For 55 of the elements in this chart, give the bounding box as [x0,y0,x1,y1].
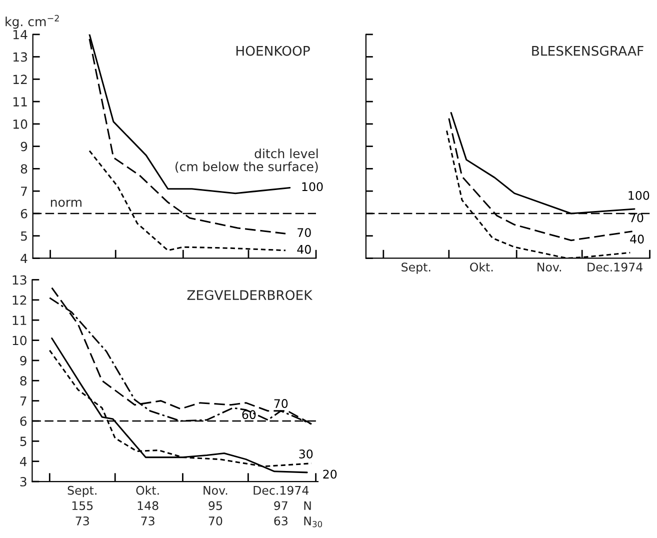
y-tick-label: 6 [20,208,28,218]
y-tick-label: 8 [20,164,28,174]
x-tick-label: Nov. [204,486,228,495]
series-label: 70 [298,228,311,238]
x-tick-label: Dec.1974 [588,262,642,272]
x-tick-label: Okt. [136,486,159,495]
y-tick-label: 7 [21,186,27,196]
series-label: 100 [628,191,650,200]
text: 97 [274,501,288,510]
x-tick-label: Dec.1974 [254,486,309,495]
text: 148 [138,501,158,510]
y-tick-label: 12 [13,74,27,84]
y-tick-label: 13 [12,275,26,285]
series-label: 100 [302,182,323,192]
series-label: 70 [274,399,288,408]
y-tick-label: 5 [21,231,27,241]
y-tick-label: 13 [13,52,27,62]
text: N [304,501,311,510]
y-tick-label: 10 [13,119,28,129]
x-tick-label: Sept. [402,262,430,274]
series-label: 40 [297,244,311,254]
text: BLESKENSGRAAF [532,46,644,56]
text: 95 [208,501,222,510]
series-label: 30 [299,450,313,458]
text: ZEGVELDERBROEK [187,290,313,300]
x-tick-label: Nov. [538,262,562,272]
text: 63 [274,516,288,526]
annotation: ditch level (cm below the surface) [176,148,318,173]
y-tick-label: 12 [12,295,26,305]
y-axis-title: kg. cm$^{−2}$ [6,14,59,29]
x-tick-label: Sept. [68,486,96,498]
x-tick-label: Okt. [470,262,493,272]
y-tick-label: 11 [12,316,26,325]
text: HOENKOOP [236,46,310,56]
y-tick-label: 8 [20,376,26,386]
text: 73 [141,516,154,526]
y-tick-label: 3 [20,476,26,486]
y-tick-label: 9 [20,356,26,366]
y-tick-label: 14 [13,30,28,40]
text: N$_{30}$ [304,516,322,528]
y-tick-label: 5 [20,436,26,446]
y-tick-label: 7 [20,396,26,406]
y-tick-label: 9 [20,142,28,152]
text: 155 [72,501,93,510]
y-tick-label: 4 [20,254,28,263]
series-label: 60 [242,410,256,420]
y-tick-label: 6 [20,416,27,426]
text: 70 [208,516,222,526]
series-label: 40 [630,234,644,244]
series-label: 20 [323,470,337,479]
text: 73 [76,516,89,526]
y-tick-label: 11 [13,97,27,106]
ref-line-label: norm [50,200,82,207]
y-tick-label: 4 [20,456,27,466]
y-tick-label: 10 [12,336,26,346]
